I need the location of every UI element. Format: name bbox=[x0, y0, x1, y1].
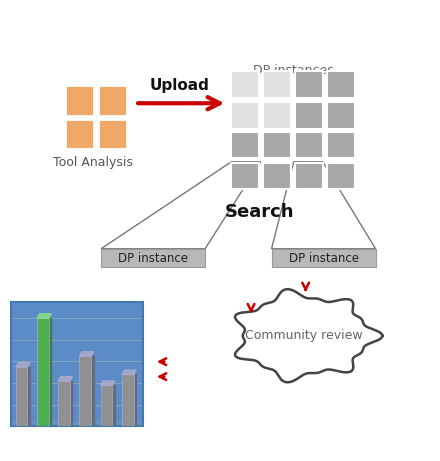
Text: DP instance: DP instance bbox=[118, 252, 188, 265]
Bar bbox=[80, 356, 91, 426]
Polygon shape bbox=[101, 381, 115, 385]
FancyBboxPatch shape bbox=[65, 85, 94, 116]
FancyBboxPatch shape bbox=[327, 71, 355, 98]
Text: DP instance: DP instance bbox=[289, 252, 359, 265]
FancyBboxPatch shape bbox=[327, 132, 355, 158]
Bar bbox=[37, 318, 49, 426]
FancyBboxPatch shape bbox=[295, 163, 323, 189]
FancyBboxPatch shape bbox=[327, 102, 355, 129]
FancyBboxPatch shape bbox=[295, 71, 323, 98]
FancyBboxPatch shape bbox=[231, 102, 259, 129]
Text: Upload: Upload bbox=[150, 77, 209, 93]
Text: Search: Search bbox=[225, 202, 294, 220]
FancyBboxPatch shape bbox=[231, 132, 259, 158]
Text: DP instances: DP instances bbox=[253, 64, 334, 77]
Polygon shape bbox=[11, 422, 141, 426]
FancyBboxPatch shape bbox=[263, 102, 291, 129]
FancyBboxPatch shape bbox=[295, 132, 323, 158]
Text: Community review: Community review bbox=[245, 329, 363, 342]
FancyBboxPatch shape bbox=[231, 163, 259, 189]
Text: Tool Analysis: Tool Analysis bbox=[52, 156, 132, 170]
Bar bbox=[122, 374, 134, 426]
FancyBboxPatch shape bbox=[295, 102, 323, 129]
Polygon shape bbox=[80, 352, 94, 356]
Polygon shape bbox=[37, 314, 51, 318]
FancyBboxPatch shape bbox=[271, 249, 376, 266]
FancyBboxPatch shape bbox=[101, 249, 205, 266]
Bar bbox=[101, 385, 112, 426]
FancyBboxPatch shape bbox=[263, 71, 291, 98]
FancyBboxPatch shape bbox=[231, 71, 259, 98]
FancyBboxPatch shape bbox=[263, 163, 291, 189]
FancyBboxPatch shape bbox=[98, 85, 127, 116]
FancyBboxPatch shape bbox=[98, 119, 127, 149]
Text: Compare: Compare bbox=[80, 383, 136, 396]
FancyBboxPatch shape bbox=[327, 163, 355, 189]
Bar bbox=[58, 381, 70, 426]
Bar bbox=[16, 367, 27, 426]
Polygon shape bbox=[58, 377, 73, 381]
FancyBboxPatch shape bbox=[65, 119, 94, 149]
Polygon shape bbox=[235, 289, 382, 382]
Polygon shape bbox=[16, 362, 30, 367]
FancyBboxPatch shape bbox=[263, 132, 291, 158]
Polygon shape bbox=[122, 370, 136, 374]
